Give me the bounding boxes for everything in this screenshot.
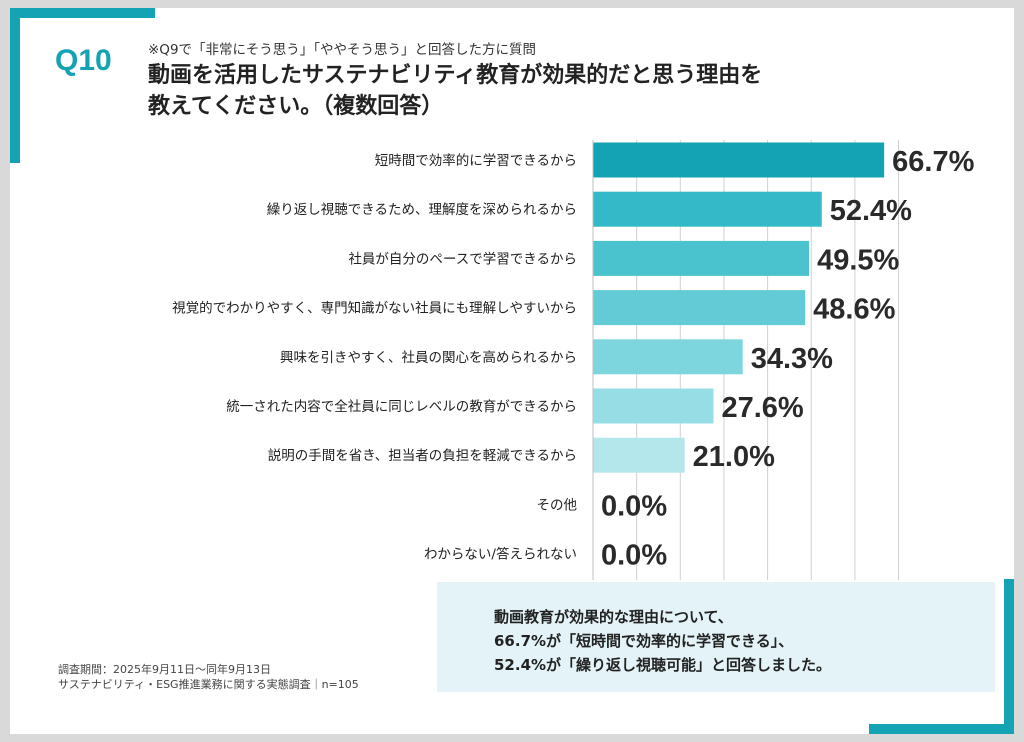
callout-line-2: 66.7%が「短時間で効率的に学習できる」、 <box>494 632 794 650</box>
survey-period: 調査期間：2025年9月11日～同年9月13日 <box>58 663 271 676</box>
corner-accent-bottom-right <box>869 724 1014 734</box>
question-number: Q10 <box>55 44 112 77</box>
category-label-7: 説明の手間を省き、担当者の負担を軽減できるから <box>268 447 577 464</box>
survey-name: サステナビリティ・ESG推進業務に関する実態調査｜n=105 <box>58 677 359 691</box>
category-label-8: その他 <box>537 497 578 513</box>
value-label-1: 66.7% <box>892 146 974 178</box>
value-label-8: 0.0% <box>601 490 667 522</box>
category-label-3: 社員が自分のペースで学習できるから <box>348 251 577 267</box>
category-label-9: わからない/答えられない <box>424 546 577 563</box>
question-title: 動画を活用したサステナビリティ教育が効果的だと思う理由を 教えてください。（複数… <box>148 60 762 122</box>
value-label-7: 21.0% <box>693 441 775 473</box>
corner-accent-left-top <box>10 8 20 163</box>
category-label-2: 繰り返し視聴できるため、理解度を深められるから <box>267 202 577 218</box>
bar-5 <box>593 339 743 375</box>
bar-3 <box>593 240 810 276</box>
corner-accent-top-left <box>10 8 155 18</box>
question-title-line-2: 教えてください。（複数回答） <box>148 94 444 119</box>
category-label-1: 短時間で効率的に学習できるから <box>375 152 577 169</box>
value-label-9: 0.0% <box>601 540 667 572</box>
bar-6 <box>593 388 714 424</box>
corner-accent-right-bottom <box>1004 579 1014 734</box>
callout-line-3: 52.4%が「繰り返し視聴可能」と回答しました。 <box>494 656 832 674</box>
value-label-5: 34.3% <box>751 343 833 375</box>
category-label-5: 興味を引きやすく、社員の関心を高められるから <box>280 349 577 366</box>
value-label-3: 49.5% <box>817 244 899 276</box>
question-title-line-1: 動画を活用したサステナビリティ教育が効果的だと思う理由を <box>148 63 763 88</box>
callout-line-1: 動画教育が効果的な理由について、 <box>494 608 733 626</box>
value-label-2: 52.4% <box>830 195 912 227</box>
survey-footer: 調査期間：2025年9月11日～同年9月13日 サステナビリティ・ESG推進業務… <box>58 663 359 692</box>
bar-4 <box>593 290 806 326</box>
value-label-4: 48.6% <box>813 294 895 326</box>
category-label-4: 視覚的でわかりやすく、専門知識がない社員にも理解しやすいから <box>172 300 577 317</box>
category-label-6: 統一された内容で全社員に同じレベルの教育ができるから <box>226 398 577 415</box>
value-label-6: 27.6% <box>721 392 803 424</box>
summary-callout: 動画教育が効果的な理由について、 66.7%が「短時間で効率的に学習できる」、 … <box>437 582 995 692</box>
bar-1 <box>593 142 885 178</box>
bar-7 <box>593 437 685 473</box>
bar-2 <box>593 191 822 227</box>
question-note: ※Q9で「非常にそう思う」「ややそう思う」と回答した方に質問 <box>148 42 537 58</box>
